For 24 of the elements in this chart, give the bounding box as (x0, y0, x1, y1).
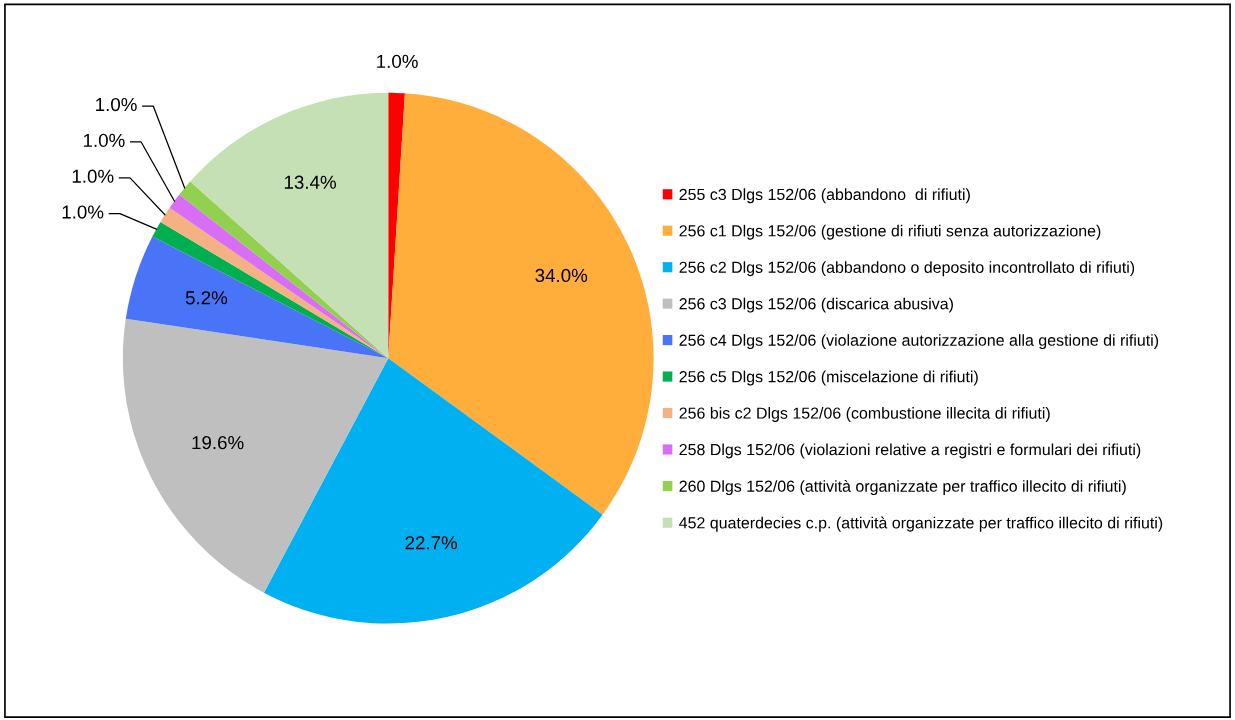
legend-label: 256 c5 Dlgs 152/06 (miscelazione di rifiuti) (679, 370, 978, 386)
data-label: 1.0% (96, 97, 137, 112)
legend-label: 256 c3 Dlgs 152/06 (discarica abusiva) (679, 297, 953, 313)
legend-label: 255 c3 Dlgs 152/06 (abbandono di rifiuti) (679, 188, 970, 204)
pie-slice (125, 236, 389, 359)
data-label: 22.7% (405, 536, 458, 550)
legend-label: 256 c4 Dlgs 152/06 (violazione autorizzazione alla gestione di rifiuti) (679, 334, 1159, 350)
legend-label: 260 Dlgs 152/06 (attività organizzate per traffico illecito di rifiuti) (679, 479, 1126, 496)
legend-label: 452 quaterdecies c.p. (attività organizzate per traffico illecito di rifiuti) (679, 516, 1163, 532)
pie-slice (122, 318, 389, 593)
legend-label: 256 c2 Dlgs 152/06 (abbandono o deposito incontrollato di rifiuti) (679, 261, 1135, 277)
data-label: 5.2% (185, 291, 228, 305)
data-label: 19.6% (192, 435, 244, 450)
legend-label: 256 c1 Dlgs 152/06 (gestione di rifiuti senza autorizzazione) (679, 224, 1101, 240)
legend-label: 256 bis c2 Dlgs 152/06 (combustione illecita di rifiuti) (679, 407, 1050, 422)
legend-label: 258 Dlgs 152/06 (violazioni relative a registri e formulari dei rifiuti) (679, 443, 1141, 459)
pie-slice (263, 358, 603, 624)
data-label: 34.0% (535, 268, 588, 283)
pie-slice (388, 93, 654, 515)
data-label: 1.0% (83, 133, 125, 148)
data-label: 1.0% (377, 54, 418, 69)
data-label: 1.0% (72, 169, 114, 183)
data-label: 13.4% (284, 175, 336, 189)
data-label: 1.0% (62, 205, 104, 219)
